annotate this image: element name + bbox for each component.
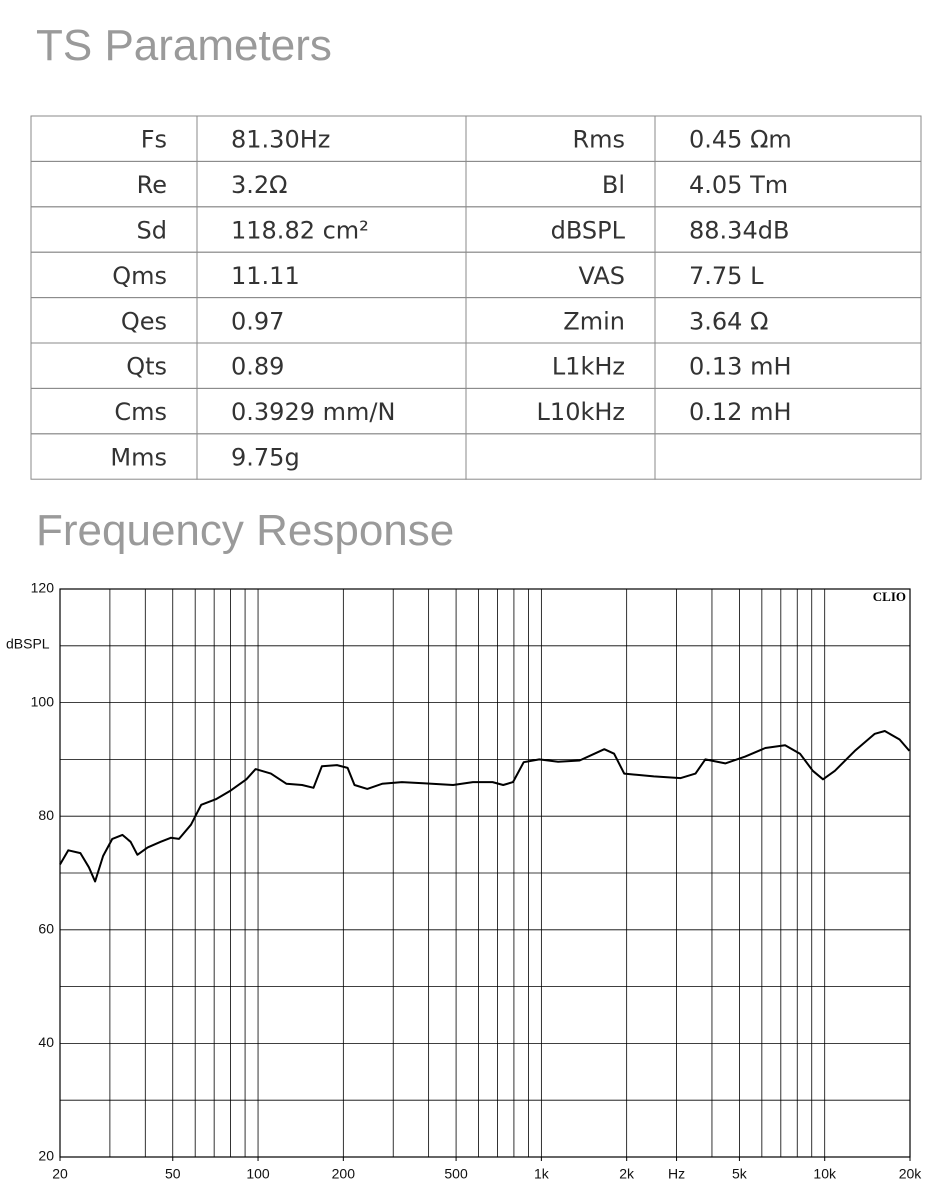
param-value: 9.75g — [231, 444, 300, 472]
table-cell — [465, 160, 656, 208]
param-name: L1kHz — [552, 353, 625, 381]
param-name: Qms — [112, 262, 167, 290]
param-name: Sd — [137, 217, 167, 245]
param-value: 0.13 mH — [689, 353, 792, 381]
section-title: Frequency Response — [36, 506, 454, 555]
param-name: Fs — [141, 126, 167, 154]
param-name: Zmin — [563, 307, 625, 335]
y-tick-label: 20 — [38, 1148, 54, 1164]
x-tick-label: Hz — [668, 1166, 685, 1182]
y-tick-label: 80 — [38, 807, 54, 823]
x-tick-label: 20k — [899, 1166, 923, 1182]
param-name: dBSPL — [551, 217, 626, 245]
param-value: 0.12 mH — [689, 398, 792, 426]
param-value: 3.2Ω — [231, 171, 288, 199]
x-tick-label: 20 — [52, 1166, 68, 1182]
y-tick-label: 60 — [38, 921, 54, 937]
param-value: 0.3929 mm/N — [231, 398, 395, 426]
x-tick-label: 50 — [165, 1166, 181, 1182]
plot-frame — [59, 588, 911, 1158]
param-value: 3.64 Ω — [689, 307, 768, 335]
table-cell — [465, 251, 656, 299]
param-name: Re — [137, 171, 167, 199]
x-tick-label: 100 — [246, 1166, 270, 1182]
param-value: 0.89 — [231, 353, 284, 381]
x-tick-label: 10k — [813, 1166, 837, 1182]
x-tick-label: 2k — [619, 1166, 635, 1182]
y-tick-label: 120 — [31, 580, 55, 596]
param-value: 81.30Hz — [231, 126, 330, 154]
response-curve — [59, 730, 911, 883]
param-name: Qes — [121, 307, 167, 335]
y-tick-label: 40 — [38, 1034, 54, 1050]
table-cell — [30, 115, 198, 162]
y-axis-label: dBSPL — [6, 636, 50, 652]
param-value: 0.45 Ωm — [689, 126, 792, 154]
watermark: CLIO — [873, 589, 906, 604]
x-tick-label: 1k — [534, 1166, 550, 1182]
table-cell — [30, 342, 198, 389]
y-tick-label: 100 — [31, 693, 55, 709]
param-value: 4.05 Tm — [689, 171, 788, 199]
param-name: Bl — [602, 171, 625, 199]
table-cell — [30, 160, 198, 208]
param-name: Mms — [110, 444, 167, 472]
param-value: 0.97 — [231, 307, 284, 335]
x-tick-label: 5k — [732, 1166, 748, 1182]
param-value: 118.82 cm² — [231, 217, 369, 245]
param-name: Rms — [572, 126, 625, 154]
param-value: 88.34dB — [689, 217, 789, 245]
table-cell — [465, 433, 656, 480]
param-name: L10kHz — [537, 398, 625, 426]
section-title: TS Parameters — [36, 21, 332, 70]
table-cell — [30, 206, 198, 253]
param-value: 7.75 L — [689, 262, 764, 290]
table-cell — [465, 297, 656, 344]
table-cell — [654, 433, 922, 480]
param-name: VAS — [578, 262, 625, 290]
x-tick-label: 200 — [332, 1166, 356, 1182]
x-tick-label: 500 — [444, 1166, 468, 1182]
param-value: 11.11 — [231, 262, 300, 290]
table-cell — [465, 115, 656, 162]
param-name: Cms — [114, 398, 167, 426]
table-cell — [30, 297, 198, 344]
param-name: Qts — [126, 353, 167, 381]
